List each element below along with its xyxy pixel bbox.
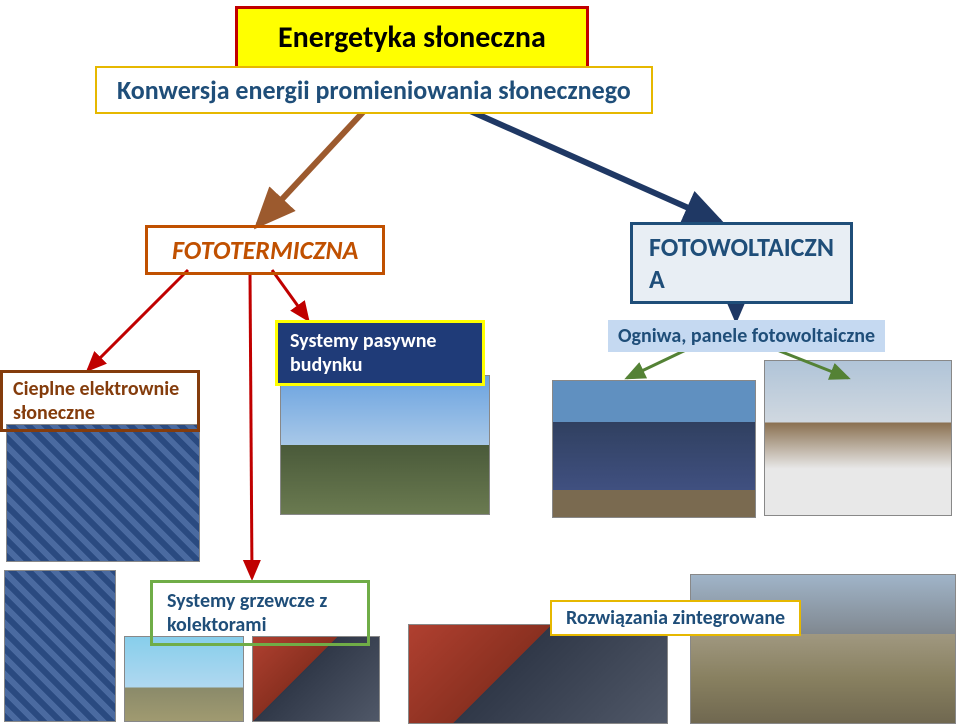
cieplne-box: Cieplne elektrownie słoneczne <box>0 370 200 432</box>
fotowoltaiczna-text: FOTOWOLTAICZN A <box>649 231 834 295</box>
illustration <box>408 624 668 724</box>
title-text: Energetyka słoneczna <box>278 19 546 56</box>
systemy-pasywne-text: Systemy pasywne budynku <box>290 329 470 377</box>
cieplne-text: Cieplne elektrownie słoneczne <box>13 377 187 425</box>
arrow <box>272 270 308 320</box>
arrow <box>250 273 252 578</box>
arrow <box>627 348 690 378</box>
systemy-pasywne-box: Systemy pasywne budynku <box>275 320 485 386</box>
title-box: Energetyka słoneczna <box>235 6 589 69</box>
subtitle-text: Konwersja energii promieniowania słonecz… <box>117 74 631 106</box>
illustration <box>252 636 380 722</box>
rozwiazania-text: Rozwiązania zintegrowane <box>566 606 785 630</box>
illustration <box>552 380 756 518</box>
arrow <box>468 110 720 222</box>
fototermiczna-box: FOTOTERMICZNA <box>145 225 385 275</box>
illustration <box>764 360 952 516</box>
illustration <box>4 570 116 722</box>
rozwiazania-box: Rozwiązania zintegrowane <box>550 600 801 636</box>
subtitle-box: Konwersja energii promieniowania słonecz… <box>95 66 653 114</box>
illustration <box>280 375 490 515</box>
ogniwa-text: Ogniwa, panele fotowoltaiczne <box>618 324 875 348</box>
systemy-grzewcze-text: Systemy grzewcze z kolektorami <box>167 589 353 637</box>
illustration <box>124 636 244 722</box>
fotowoltaiczna-box: FOTOWOLTAICZN A <box>630 222 853 304</box>
fototermiczna-text: FOTOTERMICZNA <box>172 234 358 266</box>
illustration <box>6 424 200 562</box>
arrow <box>88 270 188 370</box>
ogniwa-box: Ogniwa, panele fotowoltaiczne <box>608 320 885 352</box>
illustration <box>690 574 956 724</box>
arrow <box>258 110 365 225</box>
systemy-grzewcze-box: Systemy grzewcze z kolektorami <box>150 580 370 646</box>
